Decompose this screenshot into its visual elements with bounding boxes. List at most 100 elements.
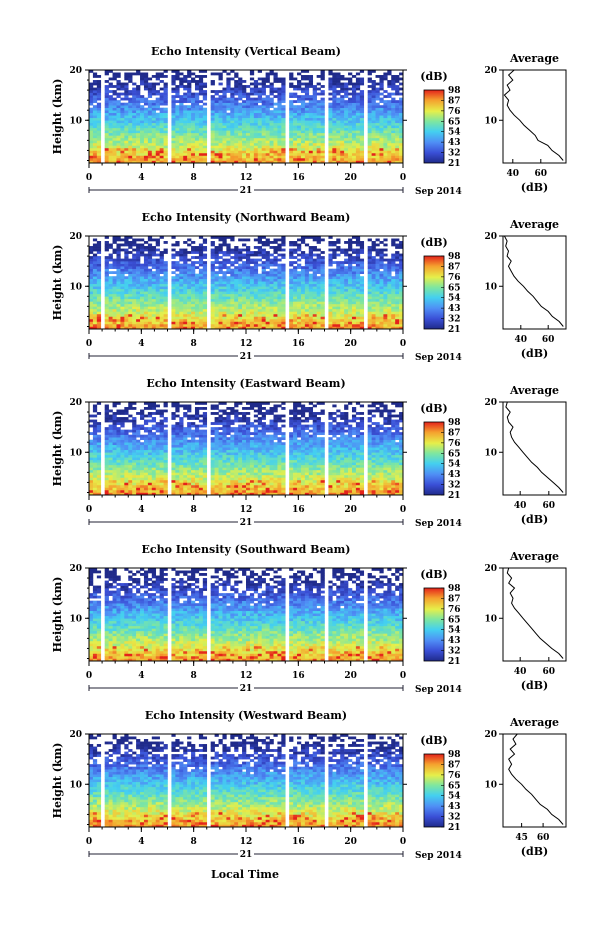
average-y-tick-label: 10 xyxy=(484,614,497,624)
x-tick-label: 12 xyxy=(240,339,253,349)
average-y-tick-label: 10 xyxy=(484,780,497,790)
colorbar-tick-label: 32 xyxy=(448,813,461,823)
panel-title: Echo Intensity (Eastward Beam) xyxy=(146,377,345,390)
colorbar-tick-label: 98 xyxy=(448,418,461,428)
heatmap-cells xyxy=(89,402,404,496)
average-y-tick-label: 20 xyxy=(484,564,497,574)
panel-1: Echo Intensity (Vertical Beam) 10 20 Height… xyxy=(51,45,567,197)
heatmap-cells xyxy=(89,70,404,164)
colorbar-tick-label: 65 xyxy=(448,449,461,459)
x-tick-label: 20 xyxy=(344,505,357,515)
x-tick-label: 20 xyxy=(344,837,357,847)
average-x-tick-label: 40 xyxy=(514,501,527,511)
day-label: 21 xyxy=(240,850,253,860)
date-label: Sep 2014 xyxy=(415,685,462,695)
average-xlabel: (dB) xyxy=(521,181,548,194)
x-tick-label: 8 xyxy=(191,173,197,183)
day-label: 21 xyxy=(240,352,253,362)
x-tick-label: 16 xyxy=(292,671,305,681)
colorbar-tick-label: 65 xyxy=(448,781,461,791)
average-x-tick-label: 60 xyxy=(542,335,555,345)
colorbar-unit: (dB) xyxy=(420,734,447,747)
average-x-tick-label: 60 xyxy=(537,833,550,843)
panel-title: Echo Intensity (Southward Beam) xyxy=(142,543,351,556)
colorbar-tick-label: 21 xyxy=(448,823,461,833)
colorbar-unit: (dB) xyxy=(420,402,447,415)
colorbar-tick-label: 76 xyxy=(448,273,461,283)
day-label: 21 xyxy=(240,684,253,694)
y-tick-label: 20 xyxy=(69,232,82,242)
colorbar-tick-label: 43 xyxy=(448,304,461,314)
colorbar xyxy=(423,255,445,330)
colorbar-tick-label: 21 xyxy=(448,325,461,335)
average-profile-line xyxy=(508,733,564,825)
x-tick-label: 4 xyxy=(138,671,144,681)
colorbar-unit: (dB) xyxy=(420,70,447,83)
y-tick-label: 10 xyxy=(69,116,82,126)
average-title: Average xyxy=(509,384,559,397)
panel-5: Echo Intensity (Westward Beam) 10 20 Height… xyxy=(51,709,567,861)
average-x-tick-label: 60 xyxy=(543,501,556,511)
colorbar-tick-label: 76 xyxy=(448,605,461,615)
x-tick-label: 4 xyxy=(138,173,144,183)
date-label: Sep 2014 xyxy=(415,187,462,197)
average-xlabel: (dB) xyxy=(521,845,548,858)
colorbar-tick-label: 21 xyxy=(448,657,461,667)
average-y-tick-label: 20 xyxy=(484,730,497,740)
x-tick-label: 0 xyxy=(86,837,92,847)
colorbar-tick-label: 87 xyxy=(448,594,461,604)
average-xlabel: (dB) xyxy=(521,513,548,526)
colorbar-tick-label: 98 xyxy=(448,86,461,96)
colorbar-tick-label: 54 xyxy=(448,460,461,470)
average-title: Average xyxy=(509,218,559,231)
panel-title: Echo Intensity (Vertical Beam) xyxy=(151,45,341,58)
average-y-tick-label: 20 xyxy=(484,66,497,76)
colorbar-tick-label: 32 xyxy=(448,647,461,657)
y-tick-label: 10 xyxy=(69,282,82,292)
x-axis-label: Local Time xyxy=(211,868,279,881)
y-tick-label: 20 xyxy=(69,398,82,408)
y-tick-label: 20 xyxy=(69,564,82,574)
panel-4: Echo Intensity (Southward Beam) 10 20 Heigh… xyxy=(51,543,567,695)
average-x-tick-label: 40 xyxy=(514,667,527,677)
y-axis-label: Height (km) xyxy=(51,411,64,487)
x-tick-label: 12 xyxy=(240,837,253,847)
day-label-bg xyxy=(238,516,254,527)
y-tick-label: 10 xyxy=(69,448,82,458)
x-tick-label: 0 xyxy=(400,339,406,349)
heatmap-cells xyxy=(89,236,404,330)
y-axis-label: Height (km) xyxy=(51,245,64,321)
x-tick-label: 0 xyxy=(86,173,92,183)
x-tick-label: 8 xyxy=(191,339,197,349)
average-x-tick-label: 40 xyxy=(507,169,520,179)
colorbar xyxy=(423,421,445,496)
colorbar-tick-label: 32 xyxy=(448,149,461,159)
average-profile-line xyxy=(505,401,564,493)
x-tick-label: 0 xyxy=(86,505,92,515)
colorbar-tick-label: 21 xyxy=(448,159,461,169)
x-tick-label: 8 xyxy=(191,671,197,681)
colorbar-tick-label: 54 xyxy=(448,294,461,304)
colorbar-tick-label: 54 xyxy=(448,626,461,636)
average-title: Average xyxy=(509,550,559,563)
x-tick-label: 4 xyxy=(138,505,144,515)
average-frame xyxy=(502,733,567,828)
colorbar-tick-label: 76 xyxy=(448,439,461,449)
colorbar-tick-label: 76 xyxy=(448,771,461,781)
x-tick-label: 12 xyxy=(240,173,253,183)
average-profile-line xyxy=(503,69,564,161)
colorbar-tick-label: 87 xyxy=(448,760,461,770)
date-label: Sep 2014 xyxy=(415,519,462,529)
day-label: 21 xyxy=(240,186,253,196)
panel-title: Echo Intensity (Westward Beam) xyxy=(145,709,347,722)
x-tick-label: 12 xyxy=(240,505,253,515)
y-axis-label: Height (km) xyxy=(51,743,64,819)
colorbar xyxy=(423,753,445,828)
day-label-bg xyxy=(238,350,254,361)
heatmap-cells xyxy=(89,734,404,828)
average-frame xyxy=(502,235,567,330)
average-title: Average xyxy=(509,716,559,729)
day-label-bg xyxy=(238,682,254,693)
y-axis-label: Height (km) xyxy=(51,577,64,653)
